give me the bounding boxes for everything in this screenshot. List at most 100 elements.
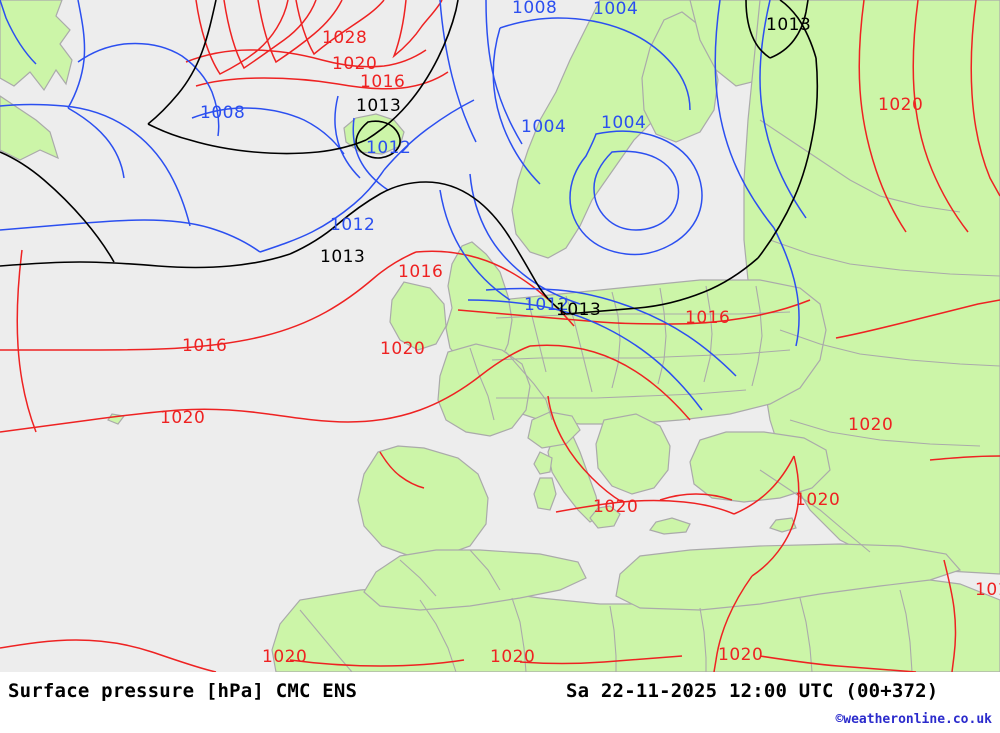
isobar-layer xyxy=(0,0,1000,672)
isobar-label: 1012 xyxy=(366,138,412,158)
isobar-1013-greenland-s xyxy=(147,123,367,155)
isobar-1024-b xyxy=(195,0,289,75)
isobar-1028-inner xyxy=(257,0,343,64)
isobar-1013-top-right xyxy=(779,0,817,59)
cyprus-land xyxy=(769,517,797,533)
isobar-1020-turkey-right xyxy=(929,455,1000,461)
maghreb-land xyxy=(363,549,587,611)
isobar-1020-spain xyxy=(379,451,425,489)
isobar-1008-big-sweep xyxy=(0,103,191,227)
isobar-1012-to-north xyxy=(383,99,475,171)
isobar-1013-to-ne xyxy=(757,57,819,259)
greenland-south-land xyxy=(0,95,59,161)
isobar-1004-inner2 xyxy=(593,150,680,231)
isobar-label: 1028 xyxy=(322,28,368,48)
isobar-1004-scand-left xyxy=(492,27,541,185)
landmass-layer xyxy=(0,0,1000,672)
corsica-land xyxy=(533,451,553,475)
isobar-1013-greenland xyxy=(147,0,217,125)
isobar-label: 1012 xyxy=(524,295,570,315)
isobar-1008-baltic xyxy=(714,0,775,229)
footer-copyright[interactable]: ©weatheronline.co.uk xyxy=(835,712,992,727)
isobar-1008-right-arc xyxy=(191,107,345,155)
isobar-label: 1008 xyxy=(200,103,246,123)
footer-title: Surface pressure [hPa] CMC ENS xyxy=(8,680,358,702)
isobar-1013-atlantic-main xyxy=(0,253,291,269)
isobar-label: 1013 xyxy=(556,300,602,320)
isobar-1020-greenland-n xyxy=(392,0,443,59)
isobar-1013-channel xyxy=(509,237,567,315)
isobar-1020-levant xyxy=(713,575,753,672)
france-land xyxy=(437,343,531,437)
isobar-label: 1013 xyxy=(766,15,812,35)
isobar-1020-med-central xyxy=(555,499,735,515)
isobar-1013-atlantic-w xyxy=(0,151,115,263)
isobar-1008-atlantic xyxy=(67,107,125,179)
isobar-1008-topleft-edge xyxy=(0,0,37,65)
isobar-1012-iceland-e xyxy=(352,117,389,191)
isobar-1012-germany2 xyxy=(467,299,703,411)
isobar-1020-atlantic-main xyxy=(0,345,531,433)
isobar-1024 xyxy=(223,0,317,70)
isobar-1016-greenland xyxy=(195,71,449,90)
isobar-1016-right-mid xyxy=(835,299,1000,339)
country-borders-layer xyxy=(299,119,1000,672)
isobar-1008-east-arc xyxy=(773,227,800,347)
map-footer: Surface pressure [hPa] CMC ENS Sa 22-11-… xyxy=(0,672,1000,733)
isobar-1020-rightmost xyxy=(970,0,1000,197)
greenland-land xyxy=(0,0,73,92)
isobar-label: 1004 xyxy=(521,117,567,137)
sardinia-land xyxy=(533,477,557,511)
isobar-label: 1020 xyxy=(380,339,426,359)
isobar-1013-uk-arc xyxy=(289,181,511,255)
isobar-1020-left-curve xyxy=(16,249,37,433)
isobar-label: 1020 xyxy=(160,408,206,428)
isobar-1012-iceland-w xyxy=(334,95,361,179)
libya-egypt-land xyxy=(615,543,962,611)
isobar-1020-right-top xyxy=(912,0,969,233)
isobar-1013-topright-b xyxy=(769,0,809,59)
isobar-1016-poland xyxy=(457,299,811,325)
isobar-label: 1020 xyxy=(332,54,378,74)
isobar-1020-sahara-left xyxy=(0,639,217,672)
isobar-label: 1013 xyxy=(320,247,366,267)
isobar-label: 1020 xyxy=(848,415,894,435)
isobar-label: 1013 xyxy=(975,580,1000,600)
isobar-1013-top-right-loop xyxy=(745,0,771,59)
isobar-1013-iceland-loop xyxy=(355,120,401,159)
isobar-label: 1020 xyxy=(878,95,924,115)
isobar-1008-greenland-w xyxy=(67,0,86,109)
isobar-1020-greece-sag xyxy=(659,493,733,501)
isobar-1020-sahara-mid xyxy=(289,659,465,667)
isobar-label: 1020 xyxy=(795,490,841,510)
map-svg xyxy=(0,0,1000,672)
isobar-label: 1008 xyxy=(512,0,558,18)
isobar-1008-east-europe xyxy=(759,0,807,219)
isobar-1012-germany xyxy=(485,287,737,377)
isobar-label: 1016 xyxy=(685,308,731,328)
isobar-1020-egypt xyxy=(751,455,800,577)
isobar-1016-atlantic xyxy=(0,251,417,351)
isobar-1008-norwegian xyxy=(439,0,477,143)
crete-land xyxy=(648,517,691,535)
isobar-1020-sahara-mid2 xyxy=(519,655,683,665)
isobar-label: 1020 xyxy=(718,645,764,665)
isobar-1012-atlantic xyxy=(0,219,261,253)
isobar-1008-arc xyxy=(77,42,220,137)
isobar-1013-right-low xyxy=(943,559,957,672)
italy-north-land xyxy=(527,411,581,449)
balkans-land xyxy=(595,413,671,495)
uk-ireland-land xyxy=(389,281,447,351)
isobar-1004-scand-outer xyxy=(499,17,691,111)
isobar-label: 1016 xyxy=(360,72,406,92)
pressure-contour-map: 1028 1020 1016 1008 1013 1012 1008 1004 … xyxy=(0,0,1000,672)
isobar-1013-germany-east xyxy=(565,257,759,315)
isobar-label: 1016 xyxy=(398,262,444,282)
isobar-1020-nw-africa xyxy=(759,655,917,672)
isobar-1004-inner-loop xyxy=(569,130,703,256)
isobar-label: 1012 xyxy=(330,215,376,235)
isobar-1020-greenland-loop xyxy=(185,49,427,68)
isobar-1020-italy xyxy=(547,395,623,503)
isobar-label: 1013 xyxy=(356,96,402,116)
